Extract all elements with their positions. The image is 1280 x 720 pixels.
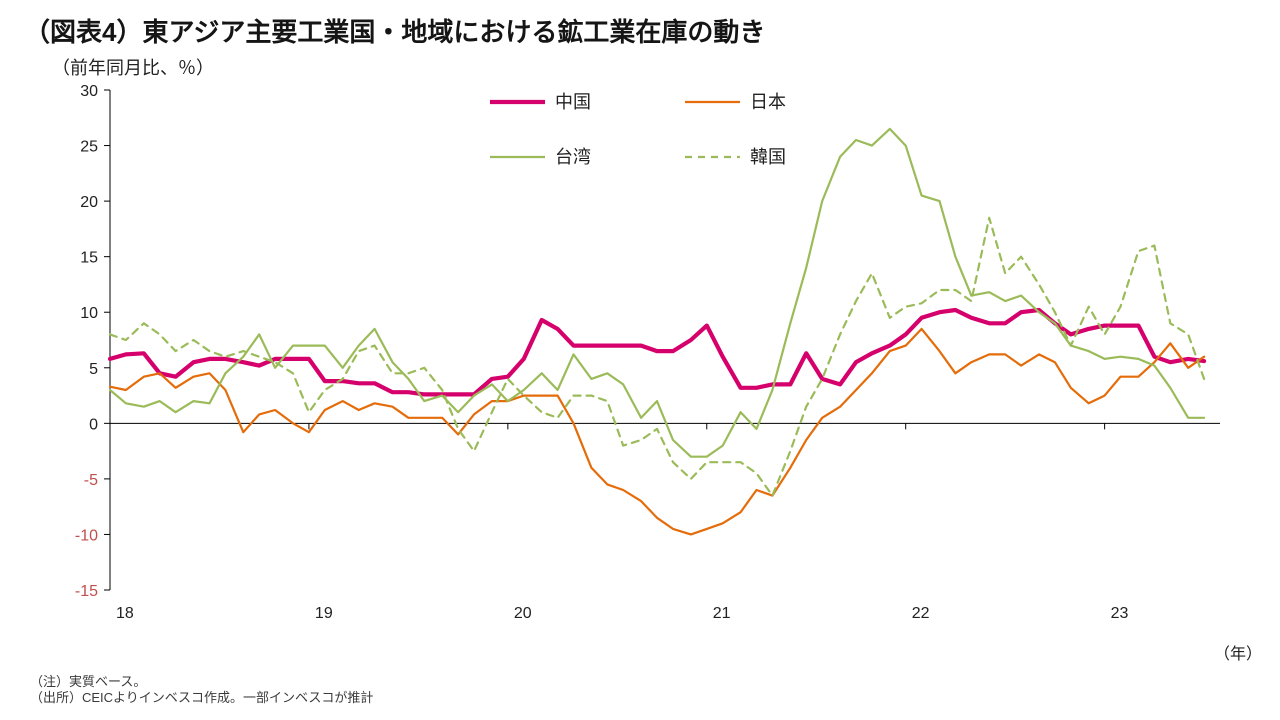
- svg-text:台湾: 台湾: [555, 147, 591, 167]
- legend-japan: 日本: [685, 92, 786, 112]
- x-tick-label: 22: [912, 605, 930, 622]
- y-tick-label: 5: [89, 361, 98, 378]
- svg-text:日本: 日本: [750, 92, 786, 112]
- x-axis-unit-label: （年）: [1214, 640, 1262, 664]
- line-chart: -15 -10 -5 0 5 10 15 20 25 30 18 19 20 21 22 23 中国 日本台湾 韓国: [40, 80, 1240, 640]
- y-tick-label: 30: [80, 83, 98, 100]
- svg-text:中国: 中国: [555, 92, 591, 112]
- legend-china: 中国: [490, 92, 591, 112]
- x-tick-label: 21: [713, 605, 731, 622]
- footnotes: （注）実質ベース。 （出所）CEICよりインベスコ作成。一部インベスコが推計: [30, 674, 373, 707]
- y-tick-label: -5: [84, 472, 98, 489]
- x-tick-label: 23: [1111, 605, 1129, 622]
- series-taiwan: [110, 129, 1204, 457]
- legend-taiwan: 台湾: [490, 147, 591, 167]
- y-axis-unit-label: （前年同月比、％）: [52, 54, 214, 80]
- x-tick-label: 20: [514, 605, 532, 622]
- y-tick-label: 20: [80, 194, 98, 211]
- svg-text:韓国: 韓国: [750, 147, 786, 167]
- chart-title: （図表4）東アジア主要工業国・地域における鉱工業在庫の動き: [24, 12, 765, 49]
- y-tick-label: -10: [75, 527, 98, 544]
- x-tick-label: 19: [315, 605, 333, 622]
- x-tick-label: 18: [116, 605, 134, 622]
- footnote-1: （注）実質ベース。: [30, 674, 373, 690]
- series-china: [110, 310, 1204, 394]
- chart-container: -15 -10 -5 0 5 10 15 20 25 30 18 19 20 21 22 23 中国 日本台湾 韓国: [40, 80, 1240, 640]
- series-korea: [110, 218, 1204, 496]
- y-tick-label: 15: [80, 250, 98, 267]
- y-tick-label: -15: [75, 583, 98, 600]
- y-tick-label: 25: [80, 139, 98, 156]
- y-tick-label: 0: [89, 416, 98, 433]
- footnote-2: （出所）CEICよりインベスコ作成。一部インベスコが推計: [30, 690, 373, 706]
- legend-korea: 韓国: [685, 147, 786, 167]
- y-tick-label: 10: [80, 305, 98, 322]
